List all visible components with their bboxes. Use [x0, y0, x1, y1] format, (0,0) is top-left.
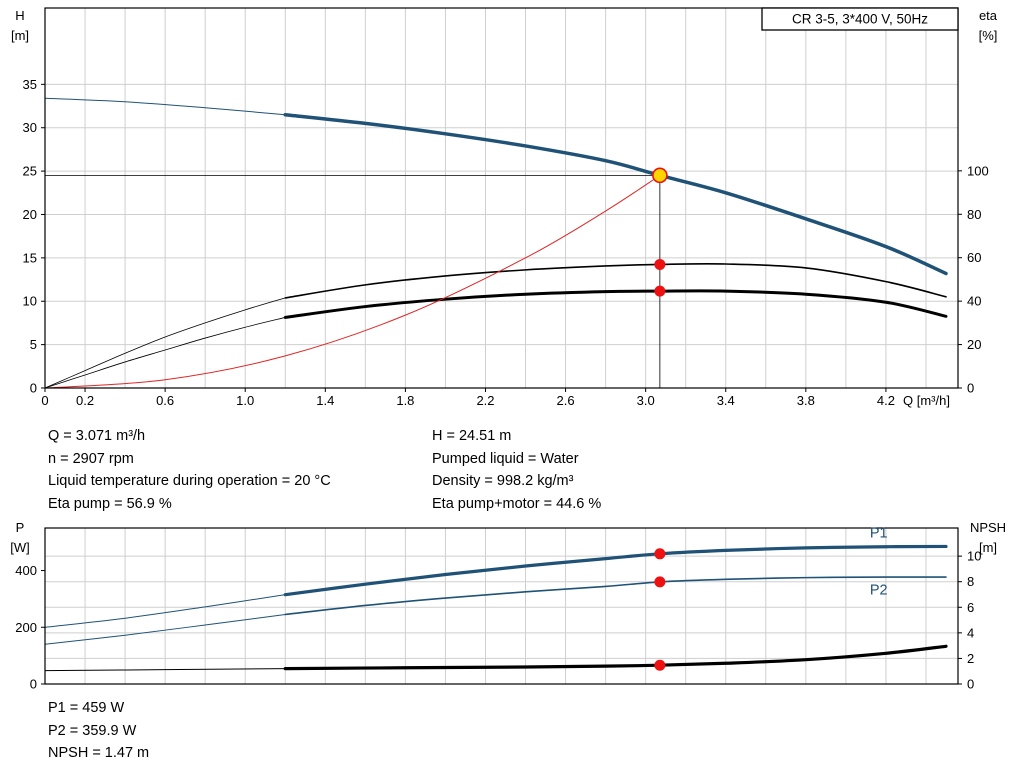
- npsh-point: [654, 659, 666, 671]
- x-tick-label: 3.4: [717, 393, 735, 408]
- p2-curve: [284, 576, 947, 616]
- y-axis-label-left: H: [15, 8, 24, 23]
- y-tick-label-right: 6: [967, 600, 974, 615]
- y-tick-label-left: 25: [23, 164, 37, 179]
- x-tick-label: 1.0: [236, 393, 254, 408]
- x-tick-label: 3.8: [797, 393, 815, 408]
- duty-point[interactable]: [652, 167, 668, 184]
- plot-frame: [44, 527, 959, 685]
- curve-label: P1: [870, 526, 888, 542]
- y-tick-label-left: 0: [30, 677, 37, 692]
- npsh-curve-low: [44, 668, 286, 672]
- info-line-pumped-liquid: Pumped liquid = Water: [432, 450, 579, 467]
- y-tick-label-left: 5: [30, 337, 37, 352]
- y-tick-label-right: 40: [967, 294, 981, 309]
- x-tick-label: 0.6: [156, 393, 174, 408]
- system-curve: [44, 174, 661, 389]
- x-tick-label: 2.6: [557, 393, 575, 408]
- y-axis-label-left: [W]: [10, 540, 30, 555]
- y-axis-label-right: [%]: [979, 28, 998, 43]
- head-curve-full-range: [44, 97, 286, 116]
- y-axis-label-right: eta: [979, 8, 998, 23]
- eta-pump-curve-low: [44, 297, 286, 389]
- info-line-eta-pump: Eta pump = 56.9 %: [48, 495, 172, 512]
- eta-pump-curve: [284, 262, 947, 299]
- x-tick-label: 0: [41, 393, 48, 408]
- p1-curve: [283, 544, 948, 597]
- y-tick-label-right: 60: [967, 250, 981, 265]
- info-line-p1: P1 = 459 W: [48, 700, 125, 716]
- y-tick-label-right: 80: [967, 207, 981, 222]
- curve-label: P2: [870, 582, 888, 598]
- eta-pump-motor-curve: [283, 289, 948, 319]
- info-line-density: Density = 998.2 kg/m³: [432, 473, 574, 489]
- x-tick-label: 1.4: [316, 393, 334, 408]
- p2-curve-low: [44, 614, 286, 645]
- x-tick-label: 4.2: [877, 393, 895, 408]
- eta-pump-point: [654, 258, 666, 270]
- x-axis-label: Q [m³/h]: [903, 393, 950, 408]
- power-npsh-chart: 0 200 400 0 2 4 6 8 10 P1 P2 P [W] NPSH [m]: [10, 520, 1006, 692]
- duty-info-right-column: H = 24.51 m Pumped liquid = Water Densit…: [432, 425, 816, 515]
- pump-title: CR 3-5, 3*400 V, 50Hz: [792, 12, 928, 27]
- qh-eta-chart: 0 0.2 0.6 1.0 1.4 1.8 2.2 2.6 3.0 3.4 3.8 4.2 0 5 10 15…: [11, 7, 998, 408]
- x-tick-label: 0.2: [76, 393, 94, 408]
- eta-pump-motor-point: [654, 285, 666, 297]
- plot-frame: [44, 7, 959, 389]
- y-tick-label-left: 30: [23, 120, 37, 135]
- info-line-speed: n = 2907 rpm: [48, 450, 134, 467]
- x-tick-label: 1.8: [396, 393, 414, 408]
- x-tick-label: 3.0: [637, 393, 655, 408]
- y-tick-label-left: 10: [23, 294, 37, 309]
- npsh-curve: [283, 644, 948, 671]
- y-tick-label-right: 0: [967, 381, 974, 396]
- p1-point: [654, 548, 666, 560]
- y-tick-label-left: 15: [23, 250, 37, 265]
- y-tick-label-right: 10: [967, 549, 981, 564]
- y-axis-label-left: [m]: [11, 28, 29, 43]
- info-line-npsh: NPSH = 1.47 m: [48, 745, 150, 761]
- y-tick-label-left: 35: [23, 77, 37, 92]
- info-line-eta-pump-motor: Eta pump+motor = 44.6 %: [432, 495, 602, 512]
- y-tick-label-left: 20: [23, 207, 37, 222]
- y-axis-label-right: NPSH: [970, 520, 1006, 535]
- y-tick-label-right: 8: [967, 574, 974, 589]
- x-tick-label: 2.2: [476, 393, 494, 408]
- y-tick-label-right: 4: [967, 625, 974, 640]
- p2-point: [654, 576, 666, 588]
- duty-info-panel: Q = 3.071 m³/h n = 2907 rpm Liquid tempe…: [48, 425, 816, 515]
- y-tick-label-right: 20: [967, 337, 981, 352]
- y-tick-label-right: 100: [967, 163, 989, 178]
- duty-info-left-column: Q = 3.071 m³/h n = 2907 rpm Liquid tempe…: [48, 425, 432, 515]
- y-axis-label-left: P: [16, 520, 25, 535]
- y-axis-label-right: [m]: [979, 540, 997, 555]
- info-line-p2: P2 = 359.9 W: [48, 722, 137, 739]
- eta-pump-motor-curve-low: [44, 317, 286, 389]
- p1-curve-low: [44, 594, 286, 628]
- y-tick-label-left: 200: [15, 620, 37, 635]
- y-tick-label-right: 0: [967, 677, 974, 692]
- y-tick-label-left: 0: [30, 381, 37, 396]
- head-curve: [283, 112, 948, 276]
- pump-title-box: [761, 7, 959, 31]
- y-tick-label-right: 2: [967, 651, 974, 666]
- y-tick-label-left: 400: [15, 563, 37, 578]
- info-line-q: Q = 3.071 m³/h: [48, 428, 146, 444]
- info-line-head: H = 24.51 m: [432, 428, 512, 444]
- info-line-liquid-temp: Liquid temperature during operation = 20…: [48, 473, 331, 489]
- power-info-panel: P1 = 459 W P2 = 359.9 W NPSH = 1.47 m: [48, 697, 149, 765]
